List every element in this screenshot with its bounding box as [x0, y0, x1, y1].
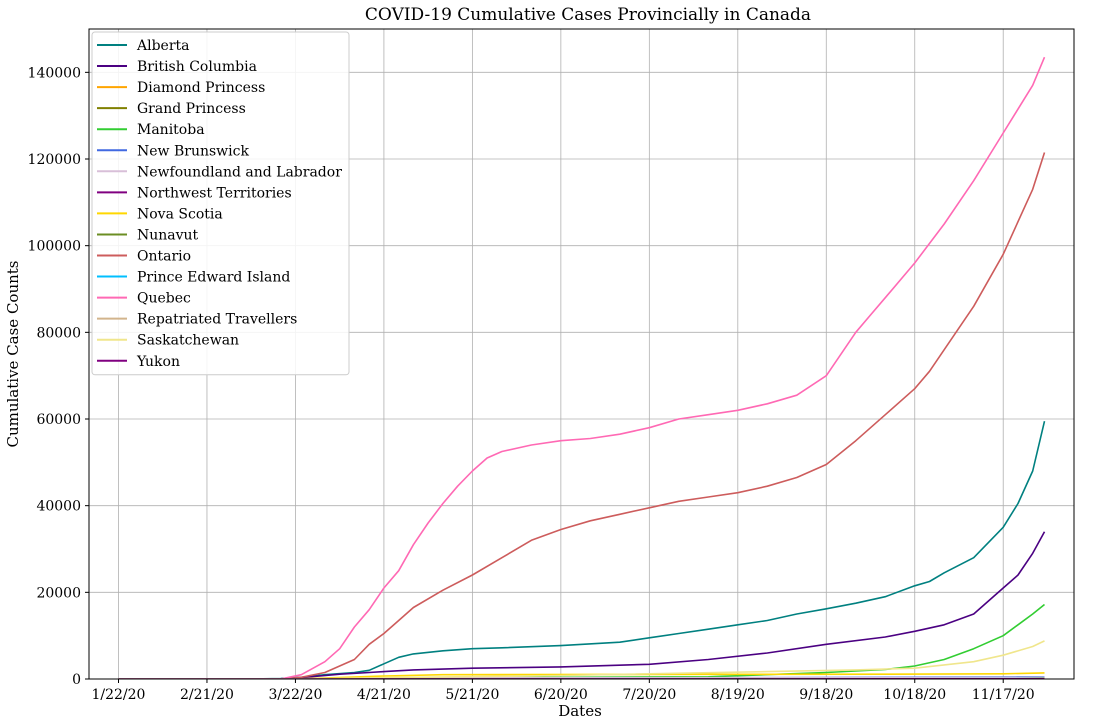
y-axis-label: Cumulative Case Counts	[4, 260, 22, 447]
legend: Alberta British Columbia Diamond Princess G…	[91, 31, 350, 376]
chart-title: COVID-19 Cumulative Cases Provincially i…	[365, 5, 811, 25]
x-tick-label: 11/17/20	[972, 687, 1035, 703]
legend-label: Saskatchewan	[137, 333, 239, 349]
legend-label: Repatriated Travellers	[137, 312, 297, 328]
series-line-british-columbia	[118, 531, 1046, 679]
legend-label: Newfoundland and Labrador	[137, 164, 342, 180]
x-tick-label: 4/21/20	[357, 687, 411, 703]
y-tick-label: 100000	[28, 239, 81, 255]
x-tick-label: 1/22/20	[91, 687, 145, 703]
y-tick-label: 40000	[36, 499, 81, 515]
legend-label: Diamond Princess	[137, 80, 265, 96]
y-tick-label: 120000	[28, 152, 81, 168]
legend-label: New Brunswick	[137, 143, 249, 159]
y-tick-label: 80000	[36, 325, 81, 341]
series-line-ontario	[118, 152, 1046, 679]
x-tick-label: 6/20/20	[534, 687, 588, 703]
x-axis-ticks: 1/22/20 2/21/20 3/22/20 4/21/20 5/21/20 6/20/…	[91, 679, 1035, 703]
y-tick-label: 20000	[36, 585, 81, 601]
y-axis-ticks: 0 20000 40000 60000 80000 100000 120000 140000	[28, 65, 89, 688]
legend-label: Prince Edward Island	[137, 270, 290, 286]
legend-box	[91, 31, 350, 376]
legend-label: Northwest Territories	[137, 185, 292, 201]
y-tick-label: 60000	[36, 412, 81, 428]
x-tick-label: 8/19/20	[711, 687, 765, 703]
x-tick-label: 9/18/20	[799, 687, 853, 703]
legend-label: Nunavut	[137, 227, 199, 243]
series-line-quebec	[118, 56, 1046, 679]
plot-frame	[88, 28, 1075, 680]
legend-label: Quebec	[137, 291, 191, 307]
legend-label: Alberta	[136, 38, 190, 54]
series-line-alberta	[118, 421, 1046, 679]
legend-label: British Columbia	[137, 59, 257, 75]
x-tick-label: 2/21/20	[180, 687, 234, 703]
x-tick-label: 10/18/20	[883, 687, 946, 703]
legend-label: Grand Princess	[137, 101, 246, 117]
legend-label: Nova Scotia	[137, 206, 223, 222]
x-axis-label: Dates	[558, 702, 602, 720]
x-tick-label: 5/21/20	[445, 687, 499, 703]
x-tick-label: 7/20/20	[622, 687, 676, 703]
series-line-saskatchewan	[118, 640, 1045, 679]
legend-label: Manitoba	[137, 122, 205, 138]
legend-label: Yukon	[136, 354, 180, 370]
y-tick-label: 140000	[28, 65, 81, 81]
y-tick-label: 0	[72, 672, 81, 688]
x-tick-label: 3/22/20	[268, 687, 322, 703]
legend-label: Ontario	[137, 249, 191, 265]
